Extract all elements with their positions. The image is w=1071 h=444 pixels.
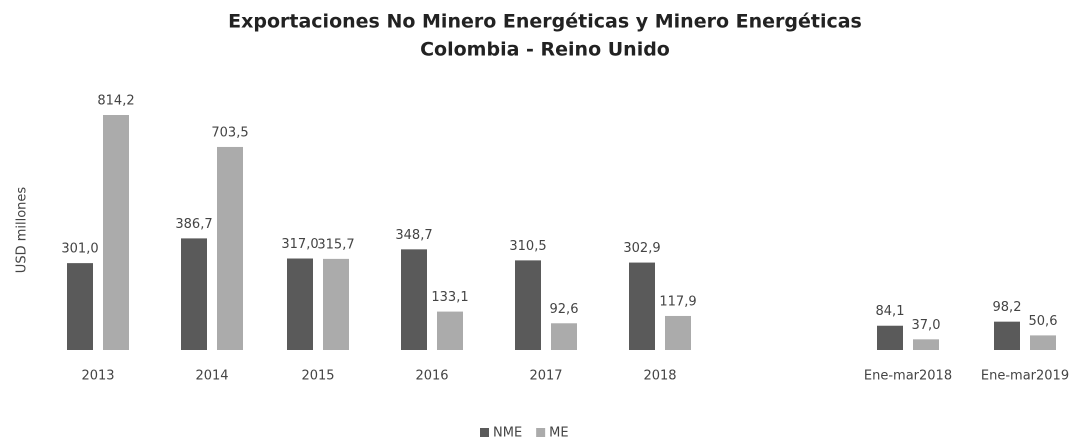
x-tick-label: Ene-mar2019 bbox=[981, 369, 1069, 384]
data-label: 92,6 bbox=[550, 302, 579, 317]
data-label: 317,0 bbox=[281, 237, 318, 252]
bar bbox=[665, 315, 691, 350]
legend-label: NME bbox=[493, 426, 522, 441]
x-tick-label: 2017 bbox=[529, 369, 562, 384]
y-axis-label: USD millones bbox=[15, 187, 30, 274]
x-tick-label: 2015 bbox=[301, 369, 334, 384]
x-tick-label: 2013 bbox=[81, 369, 114, 384]
data-label: 301,0 bbox=[61, 242, 98, 257]
bar bbox=[217, 146, 243, 350]
bar bbox=[994, 321, 1020, 350]
bar bbox=[1030, 335, 1056, 350]
bar bbox=[877, 325, 903, 350]
data-label: 348,7 bbox=[395, 228, 432, 243]
bar bbox=[67, 263, 93, 350]
chart-subtitle: Colombia - Reino Unido bbox=[420, 39, 670, 61]
bar bbox=[181, 238, 207, 350]
bar bbox=[437, 311, 463, 350]
bar bbox=[103, 115, 129, 350]
x-tick-label: 2016 bbox=[415, 369, 448, 384]
data-label: 310,5 bbox=[509, 239, 546, 254]
bar bbox=[913, 339, 939, 350]
data-label: 703,5 bbox=[211, 125, 248, 140]
legend-label: ME bbox=[549, 426, 568, 441]
x-tick-label: 2018 bbox=[643, 369, 676, 384]
bar bbox=[401, 249, 427, 350]
bar bbox=[515, 260, 541, 350]
data-label: 37,0 bbox=[912, 318, 941, 333]
data-label: 814,2 bbox=[97, 94, 134, 109]
bar bbox=[551, 323, 577, 350]
data-label: 84,1 bbox=[876, 304, 905, 319]
bar bbox=[629, 262, 655, 350]
x-tick-label: 2014 bbox=[195, 369, 228, 384]
bar bbox=[323, 258, 349, 350]
x-tick-label: Ene-mar2018 bbox=[864, 369, 952, 384]
legend-swatch bbox=[480, 428, 489, 437]
bar bbox=[287, 258, 313, 350]
chart-title: Exportaciones No Minero Energéticas y Mi… bbox=[228, 11, 862, 33]
data-label: 315,7 bbox=[317, 237, 354, 252]
data-label: 98,2 bbox=[993, 300, 1022, 315]
legend-swatch bbox=[536, 428, 546, 437]
data-label: 117,9 bbox=[659, 294, 696, 309]
data-label: 302,9 bbox=[623, 241, 660, 256]
data-label: 133,1 bbox=[431, 290, 468, 305]
data-label: 50,6 bbox=[1029, 314, 1058, 329]
data-label: 386,7 bbox=[175, 217, 212, 232]
